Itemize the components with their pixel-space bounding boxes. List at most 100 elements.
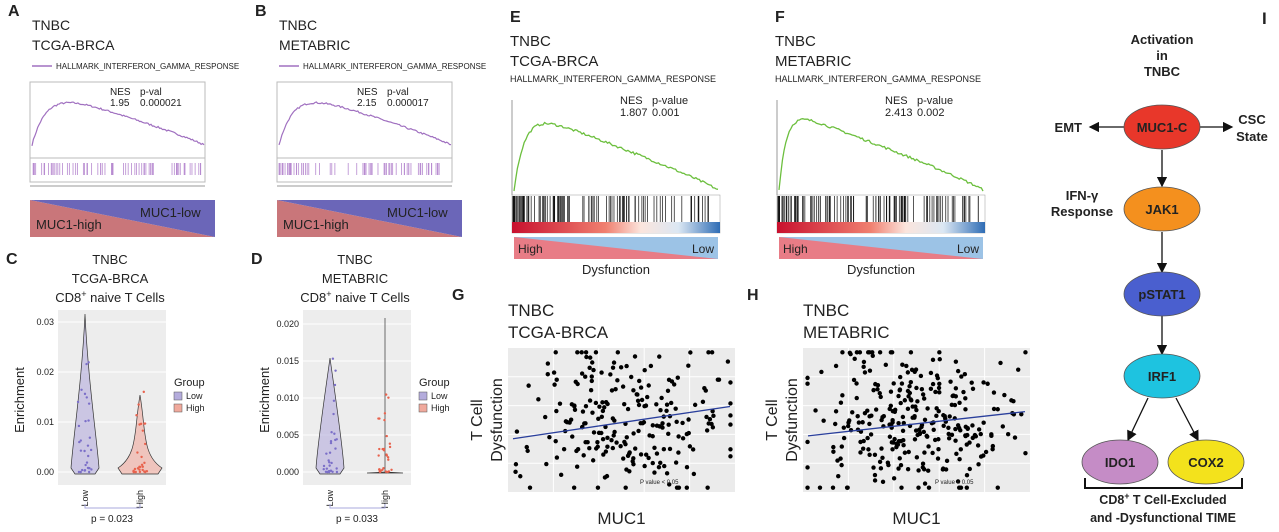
- point: [937, 381, 942, 386]
- point: [912, 413, 917, 419]
- point: [333, 432, 336, 435]
- point: [686, 417, 691, 422]
- point: [954, 451, 959, 457]
- legend-swatch: [418, 391, 428, 401]
- banner-label: MUC1-low: [387, 205, 448, 220]
- point: [888, 350, 894, 355]
- point: [684, 431, 690, 437]
- point: [805, 439, 810, 445]
- point: [704, 414, 709, 420]
- point: [858, 450, 863, 455]
- note: P value < 0.05: [640, 480, 679, 486]
- point: [877, 391, 882, 396]
- point: [710, 408, 715, 414]
- point: [969, 380, 974, 385]
- point: [936, 385, 942, 391]
- x-tick-label: Low: [80, 490, 90, 507]
- point: [656, 464, 662, 470]
- point: [880, 455, 885, 461]
- panel-title: TCGA-BRCA: [32, 37, 115, 53]
- point: [964, 442, 969, 447]
- panel-letter: E: [510, 9, 521, 26]
- bracket: [1084, 478, 1243, 489]
- point: [867, 414, 872, 419]
- point: [913, 367, 919, 372]
- point: [944, 458, 950, 464]
- y-tick-label: 0.010: [276, 393, 299, 403]
- x-axis-label: MUC1: [597, 509, 645, 528]
- point: [872, 478, 878, 483]
- point: [390, 468, 393, 471]
- point: [650, 434, 655, 439]
- point: [953, 426, 958, 432]
- y-axis-label: Dysfunction: [784, 378, 801, 462]
- point: [385, 454, 389, 457]
- point: [574, 464, 580, 469]
- point: [673, 406, 678, 411]
- point: [327, 470, 331, 474]
- point: [981, 420, 986, 425]
- node: [1167, 439, 1245, 485]
- point: [921, 429, 927, 435]
- point: [667, 446, 673, 452]
- point: [600, 400, 605, 405]
- point: [568, 417, 574, 422]
- point: [896, 393, 901, 399]
- label: NES: [110, 87, 131, 98]
- label: p-value: [917, 95, 953, 107]
- enrichment-curve: [31, 101, 205, 147]
- point: [88, 436, 92, 439]
- point: [833, 363, 839, 369]
- point: [571, 485, 577, 490]
- point: [587, 355, 593, 360]
- point: [603, 424, 608, 430]
- legend-title: Group: [419, 377, 450, 389]
- point: [728, 413, 733, 418]
- point: [525, 448, 530, 454]
- point: [659, 395, 664, 401]
- point: [898, 374, 903, 380]
- legend-title: Group: [174, 377, 205, 389]
- node-label: COX2: [1188, 455, 1223, 470]
- point: [953, 359, 959, 364]
- point: [536, 397, 541, 402]
- point: [631, 456, 636, 461]
- point: [865, 435, 870, 441]
- banner-label: MUC1-high: [283, 217, 349, 232]
- point: [602, 405, 607, 410]
- point: [329, 469, 333, 472]
- point: [925, 468, 931, 473]
- point: [841, 425, 847, 430]
- point: [77, 424, 81, 428]
- point: [145, 470, 149, 473]
- point: [652, 445, 657, 450]
- point: [684, 485, 690, 490]
- point: [141, 465, 145, 468]
- label: p-val: [387, 87, 409, 98]
- point: [711, 413, 716, 419]
- point: [865, 408, 870, 413]
- point: [878, 394, 883, 400]
- point: [631, 388, 636, 393]
- point: [919, 386, 925, 392]
- panel-title: TNBC: [775, 33, 816, 50]
- point: [642, 463, 647, 469]
- legend-text: HALLMARK_INTERFERON_GAMMA_RESPONSE: [510, 74, 716, 84]
- regression-line: [807, 411, 1026, 437]
- point: [831, 449, 836, 454]
- point: [136, 451, 139, 454]
- panel-title: METABRIC: [322, 271, 388, 286]
- panel-letter: G: [452, 287, 464, 304]
- point: [914, 407, 919, 413]
- point: [514, 429, 520, 434]
- point: [664, 408, 669, 413]
- point: [991, 406, 997, 412]
- node-label: IRF1: [1148, 369, 1176, 384]
- point: [79, 439, 83, 442]
- point: [973, 434, 979, 439]
- point: [334, 447, 337, 450]
- point: [983, 449, 989, 455]
- bracket: [329, 504, 386, 509]
- point: [553, 350, 558, 355]
- banner-low: [277, 200, 462, 237]
